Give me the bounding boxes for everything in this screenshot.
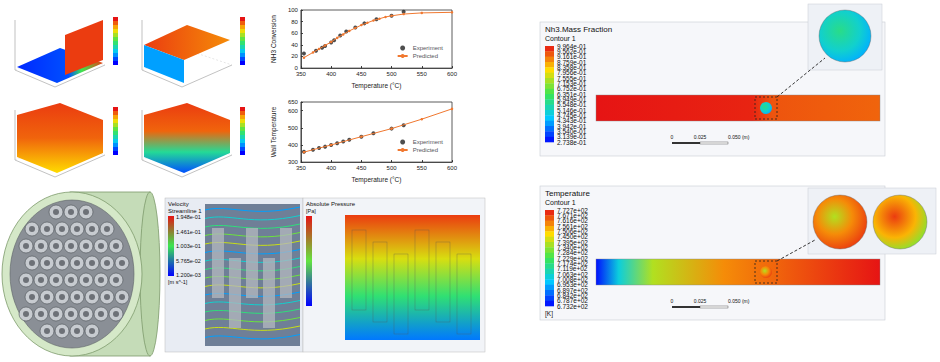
svg-text:650: 650 [288, 99, 299, 105]
svg-text:7.561e+02: 7.561e+02 [557, 222, 588, 230]
svg-text:40: 40 [291, 42, 298, 48]
svg-text:[K]: [K] [545, 310, 553, 318]
svg-text:7.395e+02: 7.395e+02 [557, 238, 588, 246]
svg-text:0.050 (m): 0.050 (m) [728, 298, 750, 304]
svg-text:7.174e+02: 7.174e+02 [557, 259, 588, 267]
svg-text:7.119e+02: 7.119e+02 [557, 265, 588, 273]
svg-text:300: 300 [287, 159, 298, 166]
svg-text:7.063e+02: 7.063e+02 [557, 270, 588, 278]
svg-text:7.340e+02: 7.340e+02 [557, 243, 588, 251]
svg-text:550: 550 [417, 165, 428, 171]
svg-text:400: 400 [288, 142, 299, 148]
svg-text:3.942e-01: 3.942e-01 [557, 122, 587, 130]
svg-text:Temperature: Temperature [545, 189, 590, 198]
svg-text:8.358e-01: 8.358e-01 [557, 63, 587, 71]
svg-text:1.461e-01: 1.461e-01 [176, 229, 201, 235]
svg-text:6.842e+02: 6.842e+02 [557, 291, 588, 299]
svg-text:500: 500 [387, 71, 398, 77]
svg-text:Streamline 1: Streamline 1 [168, 208, 202, 214]
svg-text:5.548e-01: 5.548e-01 [557, 101, 587, 109]
svg-text:0: 0 [294, 65, 298, 72]
svg-text:1.948e-01: 1.948e-01 [176, 214, 201, 220]
svg-text:7.450e+02: 7.450e+02 [557, 233, 588, 241]
svg-text:2.738e-01: 2.738e-01 [557, 139, 587, 146]
svg-text:20: 20 [291, 53, 298, 59]
svg-text:[m s^-1]: [m s^-1] [168, 279, 188, 285]
svg-text:5.765e-02: 5.765e-02 [176, 258, 201, 264]
svg-text:600: 600 [447, 71, 458, 77]
svg-text:450: 450 [356, 165, 367, 171]
svg-text:9.562e-01: 9.562e-01 [557, 47, 587, 55]
svg-text:6.732e+02: 6.732e+02 [557, 303, 588, 310]
svg-text:NH3 Conversion: NH3 Conversion [270, 15, 277, 63]
svg-text:5.146e-01: 5.146e-01 [557, 106, 587, 114]
svg-text:600: 600 [447, 165, 458, 171]
svg-text:400: 400 [326, 71, 337, 77]
svg-text:9.161e-01: 9.161e-01 [557, 53, 587, 61]
svg-text:7.229e+02: 7.229e+02 [557, 254, 588, 262]
svg-text:3.139e-01: 3.139e-01 [557, 133, 587, 141]
svg-text:7.284e+02: 7.284e+02 [557, 249, 588, 257]
svg-text:6.787e+02: 6.787e+02 [557, 297, 588, 305]
svg-text:4.745e-01: 4.745e-01 [557, 111, 587, 119]
svg-text:Temperature (°C): Temperature (°C) [351, 82, 401, 90]
svg-text:Experiment: Experiment [413, 45, 444, 51]
svg-text:Temperature (°C): Temperature (°C) [351, 176, 401, 184]
svg-text:0.025: 0.025 [694, 134, 707, 140]
svg-text:350: 350 [296, 71, 307, 77]
svg-text:Absolute Pressure: Absolute Pressure [306, 201, 356, 207]
svg-text:400: 400 [326, 165, 337, 171]
svg-text:Predicted: Predicted [413, 147, 438, 153]
svg-text:Contour 1: Contour 1 [545, 199, 576, 206]
svg-text:7.506e+02: 7.506e+02 [557, 227, 588, 235]
svg-text:550: 550 [417, 71, 428, 77]
svg-text:7.727e+02: 7.727e+02 [557, 206, 588, 214]
svg-text:6.953e+02: 6.953e+02 [557, 281, 588, 289]
svg-text:7.671e+02: 7.671e+02 [557, 211, 588, 219]
svg-text:100: 100 [288, 7, 299, 13]
svg-text:450: 450 [356, 71, 367, 77]
svg-text:4.343e-01: 4.343e-01 [557, 117, 587, 125]
svg-text:60: 60 [291, 30, 298, 36]
svg-text:7.616e+02: 7.616e+02 [557, 217, 588, 225]
svg-text:[Pa]: [Pa] [306, 208, 316, 214]
svg-text:0: 0 [671, 134, 674, 140]
svg-text:0: 0 [671, 298, 674, 304]
svg-text:Contour 1: Contour 1 [545, 35, 576, 42]
svg-text:Experiment: Experiment [413, 139, 444, 145]
svg-text:6.897e+02: 6.897e+02 [557, 286, 588, 294]
svg-text:Wall Temperature: Wall Temperature [270, 106, 278, 157]
svg-text:500: 500 [387, 165, 398, 171]
svg-text:500: 500 [288, 125, 299, 131]
svg-text:0.025: 0.025 [694, 298, 707, 304]
svg-text:1.003e-01: 1.003e-01 [176, 243, 201, 249]
svg-text:7.008e+02: 7.008e+02 [557, 275, 588, 283]
svg-text:6.351e-01: 6.351e-01 [557, 90, 587, 98]
svg-text:7.555e-01: 7.555e-01 [557, 74, 587, 82]
svg-text:Predicted: Predicted [413, 53, 438, 59]
svg-text:3.540e-01: 3.540e-01 [557, 127, 587, 135]
svg-text:8.759e-01: 8.759e-01 [557, 58, 587, 66]
svg-text:9.964e-01: 9.964e-01 [557, 42, 587, 50]
svg-text:0.050 (m): 0.050 (m) [728, 134, 750, 140]
svg-text:Velocity: Velocity [168, 201, 189, 207]
svg-text:7.153e-01: 7.153e-01 [557, 79, 587, 87]
svg-text:350: 350 [296, 165, 307, 171]
svg-text:80: 80 [291, 19, 298, 25]
svg-text:7.956e-01: 7.956e-01 [557, 69, 587, 77]
svg-text:600: 600 [288, 108, 299, 114]
svg-text:6.752e-01: 6.752e-01 [557, 85, 587, 93]
svg-text:Nh3.Mass Fraction: Nh3.Mass Fraction [545, 25, 612, 34]
svg-text:5.949e-01: 5.949e-01 [557, 95, 587, 103]
svg-text:1.200e-03: 1.200e-03 [176, 272, 201, 278]
